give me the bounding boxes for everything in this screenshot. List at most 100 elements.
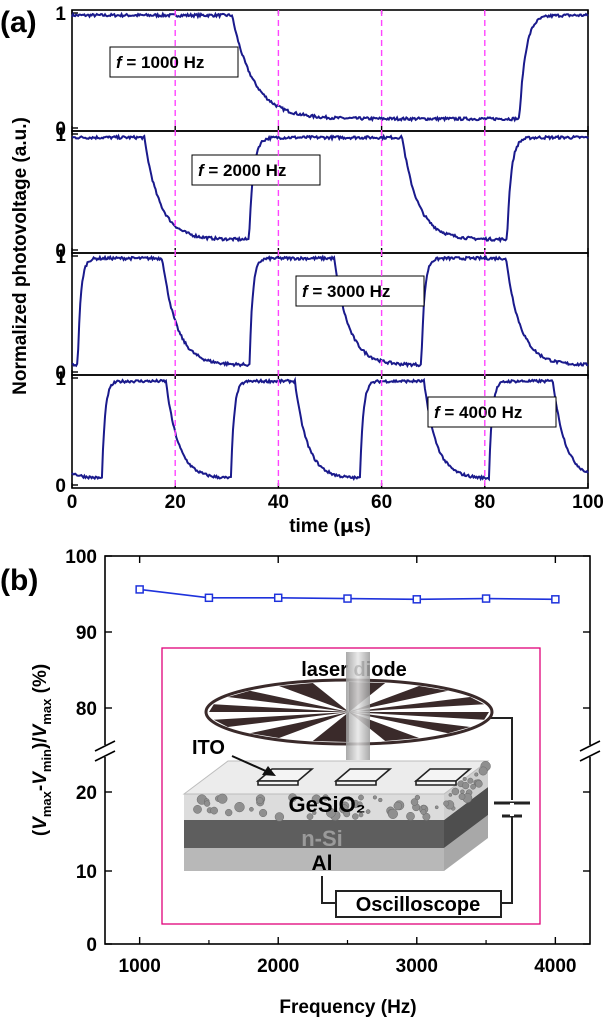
panel-b-ytick-label: 90 — [76, 623, 97, 644]
nanocrystal-dot — [357, 801, 363, 807]
nanocrystal-dot — [322, 794, 329, 801]
panel-b-data-point — [412, 595, 422, 604]
chopper-blade — [349, 712, 489, 720]
subplot-2-freq-label: f = 2000 Hz — [198, 161, 286, 180]
nanocrystal-dot — [461, 781, 470, 790]
nanocrystal-dot — [443, 800, 450, 807]
nanocrystal-dot — [421, 804, 427, 810]
panel-a-xticks: 0 20 40 60 80 100 — [67, 492, 604, 513]
panel-a-xtick-label: 100 — [572, 492, 604, 513]
panel-b-xtick-label: 2000 — [257, 956, 299, 977]
axis-break-mark — [94, 740, 116, 752]
nanocrystal-dot — [311, 794, 322, 805]
subplot-4-waveform — [71, 376, 589, 482]
panel-a-xlabel: time (μs) — [289, 515, 371, 537]
nanocrystal-dot — [387, 808, 398, 819]
panel-a-xtick-label: 40 — [268, 492, 289, 513]
chopper-blade — [213, 712, 349, 727]
nanocrystal-dot — [458, 793, 466, 800]
nanocrystal-dot — [475, 780, 483, 788]
chopper-blade — [349, 686, 448, 712]
wire-right — [501, 842, 513, 904]
nanocrystal-dot — [306, 813, 314, 820]
nanocrystal-dot — [352, 813, 359, 820]
nanocrystal-dot — [478, 766, 488, 776]
nanocrystal-dot — [234, 801, 245, 813]
subplot-1-freq-label: f = 1000 Hz — [116, 53, 204, 72]
nanocrystal-dot — [451, 787, 460, 796]
ito-arrow-icon — [231, 755, 276, 776]
nanocrystal-dot — [193, 805, 202, 814]
nanocrystal-dot — [410, 798, 419, 806]
nanocrystal-dot — [225, 808, 233, 817]
chopper-blade — [209, 704, 349, 712]
panel-b-xlabel: Frequency (Hz) — [279, 997, 416, 1018]
chopper-blade — [312, 712, 349, 742]
nanocrystal-dot — [372, 795, 377, 800]
subplot-2-frame — [71, 130, 589, 254]
panel-b-ytick-label: 80 — [76, 699, 97, 720]
panel-b-ylabel: (Vmax-Vmin)/Vmax (%) — [30, 664, 54, 836]
battery-icon — [494, 801, 530, 842]
panel-a-xtick-label: 80 — [474, 492, 495, 513]
nanocrystal-dot — [346, 796, 351, 801]
nanocrystal-dot — [448, 793, 453, 797]
nanocrystal-dot — [365, 809, 371, 814]
panel-b-data-point — [481, 594, 491, 603]
nanocrystal-dot — [434, 805, 439, 810]
panel-b-ytick-label: 20 — [76, 783, 97, 804]
nsi-label: n-Si — [301, 826, 343, 851]
nanocrystal-dot — [288, 793, 297, 802]
nanocrystal-dot — [470, 783, 476, 790]
nanocrystal-dot — [414, 794, 421, 801]
subplot-1-ytick-label: 1 — [55, 4, 66, 25]
nanocrystal-dot — [343, 810, 351, 818]
subplot-4-frame — [71, 374, 589, 489]
nanocrystal-dot — [358, 812, 364, 818]
axis-break-mark — [579, 750, 601, 762]
nanocrystal-dot — [420, 809, 427, 815]
panel-b-xtick-label: 4000 — [534, 956, 576, 977]
chopper-blade — [250, 712, 349, 738]
device-stack — [182, 760, 491, 871]
panel-b-ytick-label: 10 — [76, 862, 97, 883]
nanocrystal-dot — [210, 806, 218, 815]
nanocrystal-dot — [259, 808, 268, 818]
nanocrystal-dot — [393, 801, 403, 811]
nanocrystal-dot — [312, 810, 317, 815]
subplot-4-ytick-label: 1 — [55, 369, 66, 390]
nanocrystal-dot — [256, 797, 264, 805]
panel-b-ytick-label: 0 — [86, 935, 97, 956]
subplot-2-ytick-label: 0 — [55, 241, 66, 262]
subplot-4-freq-box — [427, 396, 557, 428]
axis-break-mark — [94, 750, 116, 762]
subplot-3-freq-box — [295, 275, 425, 307]
panel-a-xtick-label: 60 — [371, 492, 392, 513]
subplot-1-freq-box — [109, 46, 239, 78]
panel-b-data-point — [273, 593, 283, 603]
wire-left — [321, 876, 336, 904]
oscilloscope-label: Oscilloscope — [356, 894, 481, 916]
panel-a-ylabel: Normalized photovoltage (a.u.) — [10, 117, 31, 395]
nanocrystal-dot — [462, 776, 467, 782]
nanocrystal-dot — [217, 793, 228, 804]
panel-b-ytick-label: 100 — [65, 547, 97, 568]
nanocrystal-dot — [422, 812, 431, 821]
nanocrystal-dot — [406, 811, 415, 821]
nanocrystal-dot — [358, 794, 364, 801]
inset-schematic: laser diode — [161, 647, 541, 925]
subplot-4-ytick-label: 0 — [55, 476, 66, 497]
chopper-blade — [279, 683, 349, 712]
subplot-3-frame — [71, 252, 589, 376]
nanocrystal-dot — [274, 812, 285, 822]
inset-frame — [161, 647, 541, 925]
nanocrystal-dot — [326, 807, 336, 818]
panel-b-xtick-label: 1000 — [119, 956, 161, 977]
nanocrystal-dots — [193, 761, 491, 822]
subplot-3-waveform — [71, 254, 589, 369]
axis-break-mark — [579, 740, 601, 752]
panel-b-data-point — [135, 585, 144, 594]
subplot-1-ytick-label: 0 — [55, 119, 66, 140]
gesio2-label: GeSiO₂ — [288, 792, 365, 817]
